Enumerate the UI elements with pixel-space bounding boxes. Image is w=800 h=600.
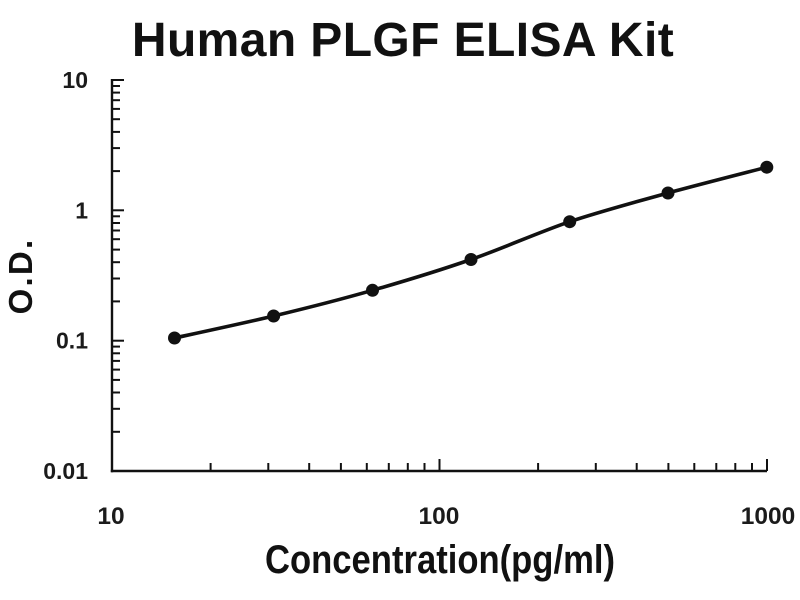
svg-text:O.D.: O.D.	[2, 238, 39, 315]
svg-text:0.01: 0.01	[43, 458, 88, 484]
svg-text:0.1: 0.1	[56, 328, 88, 354]
svg-text:1000: 1000	[741, 503, 796, 530]
svg-text:Human PLGF ELISA Kit: Human PLGF ELISA Kit	[132, 14, 674, 67]
svg-text:10: 10	[62, 67, 88, 93]
svg-text:Concentration(pg/ml): Concentration(pg/ml)	[265, 538, 615, 582]
svg-text:10: 10	[97, 503, 124, 530]
svg-text:100: 100	[419, 503, 460, 530]
svg-text:1: 1	[75, 197, 88, 223]
